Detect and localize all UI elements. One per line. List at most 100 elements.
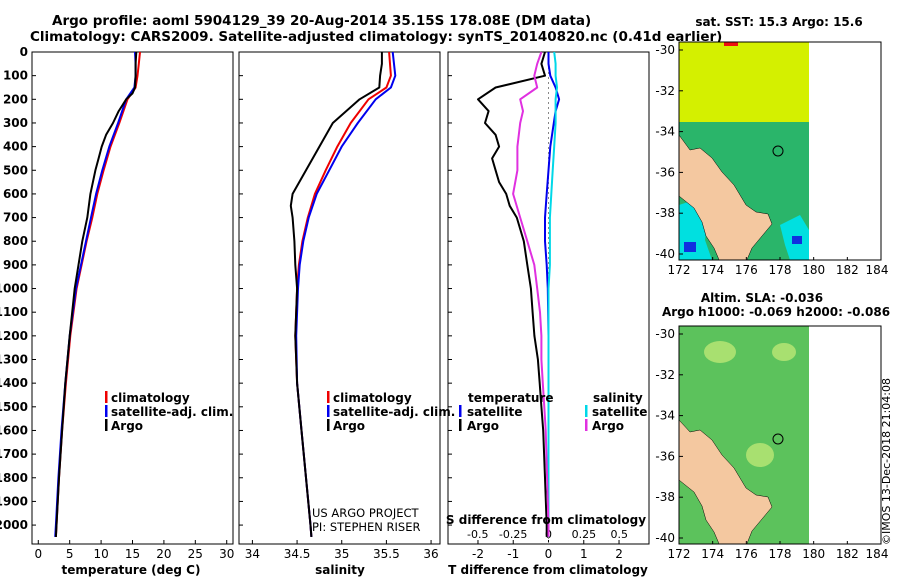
difference-legend-temperature: temperature satellite Argo xyxy=(459,391,553,433)
legend-label-satellite: satellite-adj. clim. xyxy=(111,405,233,419)
map-lat-label: -32 xyxy=(655,368,675,382)
legend-label-salinity-satellite: satellite xyxy=(592,405,647,419)
argo-float-marker xyxy=(772,145,784,157)
legend-swatch-climatology xyxy=(327,391,330,403)
map-lat-label: -34 xyxy=(655,409,675,423)
series-line-salinity-satellite xyxy=(547,51,558,537)
legend-swatch-satellite xyxy=(459,405,462,417)
x-tick-label: 35.5 xyxy=(373,547,400,561)
x-tick-label: 30 xyxy=(219,547,234,561)
map-lat-label: -32 xyxy=(655,84,675,98)
map-lat-label: -36 xyxy=(655,165,675,179)
series-line-argo xyxy=(289,52,383,537)
map-lon-label: 182 xyxy=(836,547,859,561)
depth-tick-label: 700 xyxy=(3,211,28,225)
chart-title-line2: Climatology: CARS2009. Satellite-adjuste… xyxy=(30,29,723,45)
x-tick-label: 2 xyxy=(615,547,623,561)
sla-map-title-line1: Altim. SLA: -0.036 xyxy=(701,291,823,305)
legend-heading-salinity: salinity xyxy=(593,391,643,405)
t-difference-axis-label: T difference from climatology xyxy=(448,563,648,577)
depth-tick-label: 1400 xyxy=(0,376,28,390)
x-tick-label: 36 xyxy=(423,547,438,561)
depth-tick-label: 1900 xyxy=(0,494,28,508)
s-diff-tick-label: 0.5 xyxy=(611,528,629,541)
map-lat-label: -40 xyxy=(655,531,675,545)
depth-tick-label: 600 xyxy=(3,187,28,201)
x-tick-label: 1 xyxy=(580,547,588,561)
x-tick-label: 10 xyxy=(93,547,108,561)
legend-label-climatology: climatology xyxy=(111,391,190,405)
legend-swatch-satellite xyxy=(327,405,330,417)
legend-label-climatology: climatology xyxy=(333,391,412,405)
depth-tick-label: 1000 xyxy=(0,282,28,296)
map-lon-label: 178 xyxy=(769,263,792,277)
legend-swatch-satellite xyxy=(105,405,108,417)
map-lon-label: 176 xyxy=(735,263,758,277)
sst-map: · xyxy=(679,42,839,260)
sst-warm-region xyxy=(679,42,809,122)
imos-timestamp: ©IMOS 13-Dec-2018 21:04:08 xyxy=(880,378,893,545)
depth-tick-label: 400 xyxy=(3,140,28,154)
legend-swatch-salinity-argo xyxy=(585,419,588,431)
x-tick-label: 34.5 xyxy=(284,547,311,561)
depth-tick-label: 300 xyxy=(3,116,28,130)
series-line-temperature-argo xyxy=(477,51,548,537)
depth-tick-label: 2000 xyxy=(0,518,28,532)
map-lat-label: -38 xyxy=(655,490,675,504)
map-lon-label: 180 xyxy=(802,263,825,277)
s-difference-axis-label: S difference from climatology xyxy=(446,513,646,527)
legend-label-argo: Argo xyxy=(333,419,365,433)
x-tick-label: 20 xyxy=(156,547,171,561)
depth-tick-label: 1800 xyxy=(0,471,28,485)
x-tick-label: 34 xyxy=(245,547,260,561)
sst-map-title: sat. SST: 15.3 Argo: 15.6 xyxy=(695,15,862,29)
map-lat-label: -34 xyxy=(655,125,675,139)
series-line-argo xyxy=(54,51,138,537)
map-lon-label: 172 xyxy=(668,263,691,277)
sst-red-cells xyxy=(724,42,738,46)
depth-tick-label: 1500 xyxy=(0,400,28,414)
north-island-land xyxy=(679,419,773,544)
temperature-axis-label: temperature (deg C) xyxy=(62,563,201,577)
map-lon-label: 180 xyxy=(802,547,825,561)
depth-tick-label: 1600 xyxy=(0,423,28,437)
legend-swatch-climatology xyxy=(105,391,108,403)
depth-tick-label: 1700 xyxy=(0,447,28,461)
legend-heading-temperature: temperature xyxy=(468,391,553,405)
map-lat-label: -30 xyxy=(655,327,675,341)
x-tick-label: 0 xyxy=(34,547,42,561)
map-lon-label: 182 xyxy=(836,263,859,277)
depth-tick-label: 1300 xyxy=(0,353,28,367)
project-credit-line1: US ARGO PROJECT xyxy=(312,506,420,520)
depth-tick-label: 900 xyxy=(3,258,28,272)
map-lon-label: 178 xyxy=(769,547,792,561)
project-credit-line2: PI: STEPHEN RISER xyxy=(312,520,421,534)
kermadec-islands: · xyxy=(836,61,839,70)
legend-swatch-argo xyxy=(105,419,108,431)
x-tick-label: 25 xyxy=(188,547,203,561)
s-diff-tick-label: -0.25 xyxy=(499,528,527,541)
map-lon-label: 172 xyxy=(668,547,691,561)
legend-swatch-salinity-satellite xyxy=(585,405,588,417)
x-tick-label: -2 xyxy=(472,547,484,561)
legend-label-satellite: satellite-adj. clim. xyxy=(333,405,455,419)
legend-label-satellite: satellite xyxy=(467,405,522,419)
depth-tick-label: 1200 xyxy=(0,329,28,343)
temperature-panel-frame xyxy=(31,51,234,545)
salinity-panel-frame xyxy=(238,51,441,545)
x-tick-label: 15 xyxy=(125,547,140,561)
sst-blue-cells xyxy=(792,236,802,244)
north-island-land xyxy=(679,134,773,260)
x-tick-label: 0 xyxy=(545,547,553,561)
legend-label-argo: Argo xyxy=(467,419,499,433)
depth-tick-label: 1100 xyxy=(0,305,28,319)
argo-float-marker xyxy=(772,433,784,445)
map-lon-label: 184 xyxy=(866,263,889,277)
map-lat-label: -36 xyxy=(655,449,675,463)
depth-tick-label: 200 xyxy=(3,92,28,106)
series-line-salinity-argo xyxy=(512,51,550,537)
depth-tick-label: 100 xyxy=(3,69,28,83)
map-lon-label: 176 xyxy=(735,547,758,561)
map-lon-label: 184 xyxy=(866,547,889,561)
